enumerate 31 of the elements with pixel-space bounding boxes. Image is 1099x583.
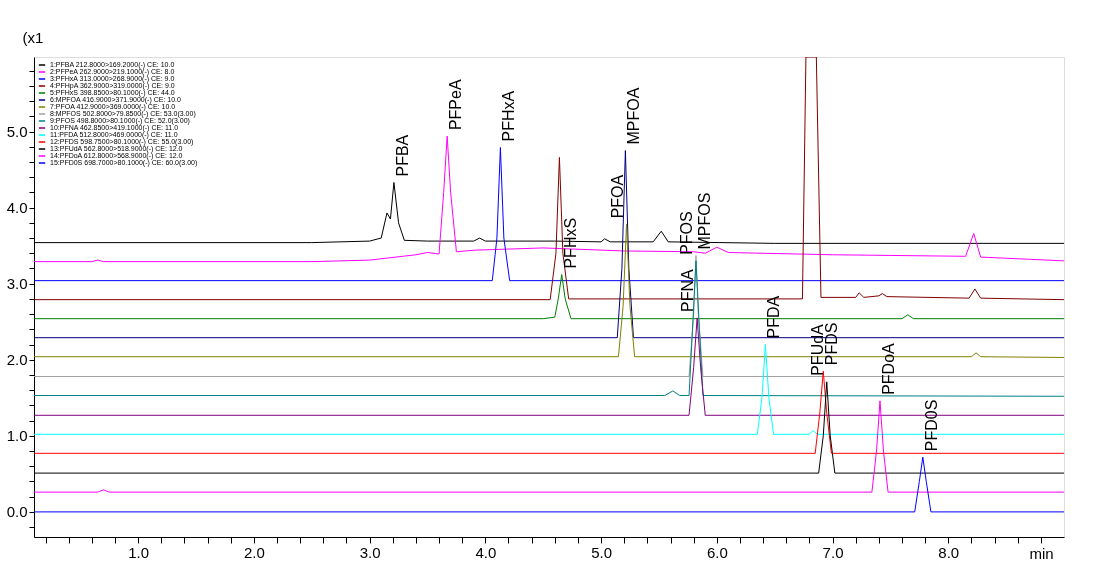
x-tick-label: 8.0 — [938, 543, 960, 561]
x-tick-label: 6.0 — [706, 543, 728, 561]
line-series — [34, 400, 1064, 493]
y-axis-title: (x1 — [22, 28, 44, 46]
y-tick-label: 4.0 — [6, 199, 28, 217]
y-tick-label: 0.0 — [6, 503, 28, 521]
annotation: PFBA — [393, 134, 411, 177]
x-tick-label: 3.0 — [359, 543, 381, 561]
annotation: PFNA — [679, 268, 697, 312]
annotation: PFOS — [677, 211, 695, 255]
x-axis-title: min — [1029, 544, 1054, 562]
annotation: PFPeA — [447, 79, 465, 131]
annotation: PFHxA — [500, 90, 518, 142]
annotation: PFD0S — [922, 399, 940, 452]
y-tick-label: 5.0 — [6, 123, 28, 141]
x-tick-label: 5.0 — [591, 543, 613, 561]
y-tick-label: 2.0 — [6, 351, 28, 369]
annotation: PFHxS — [561, 217, 579, 269]
annotation: MPFOS — [695, 192, 713, 250]
annotation: PFOA — [608, 174, 626, 219]
x-tick-label: 4.0 — [475, 543, 497, 561]
y-tick-label: 1.0 — [6, 427, 28, 445]
y-tick-label: 3.0 — [6, 275, 28, 293]
annotation: PFUdA — [808, 323, 826, 376]
x-tick-label: 1.0 — [128, 543, 150, 561]
x-tick-label: 2.0 — [243, 543, 265, 561]
annotation: PFDS — [823, 322, 841, 366]
annotation: MPFOA — [625, 87, 643, 145]
annotation: PFDoA — [879, 342, 897, 395]
annotation: PFDA — [765, 295, 783, 339]
x-tick-label: 7.0 — [822, 543, 844, 561]
